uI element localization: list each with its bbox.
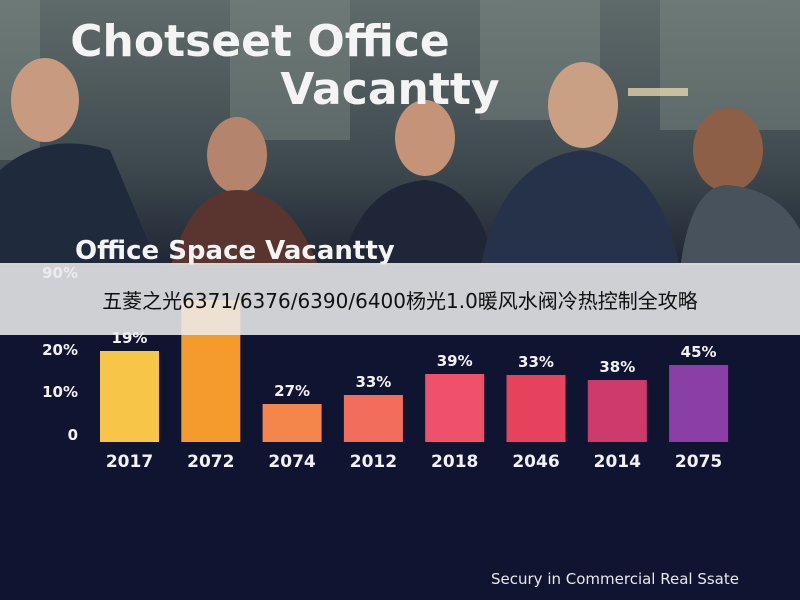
- bar: [669, 365, 729, 442]
- bar: [506, 375, 566, 442]
- bar: [262, 404, 322, 442]
- bar: [587, 380, 647, 442]
- x-axis-label: 2074: [268, 452, 315, 472]
- x-axis-label: 2075: [675, 452, 722, 472]
- x-axis-label: 2046: [512, 452, 559, 472]
- bar-label: 45%: [681, 343, 717, 361]
- chart: 90%20%10%019%2017207227%207433%201239%20…: [42, 264, 729, 472]
- bar-label: 27%: [274, 382, 310, 400]
- bar-label: 33%: [518, 353, 554, 371]
- title: Chotseet Office: [70, 16, 450, 67]
- title: Vacantty: [280, 64, 499, 115]
- bar-label: 39%: [437, 352, 473, 370]
- bar: [343, 395, 403, 442]
- banner: 五菱之光6371/6376/6390/6400杨光1.0暖风水阀冷热控制全攻略: [0, 263, 800, 335]
- y-axis-label: 0: [68, 426, 78, 444]
- x-axis-label: 2012: [350, 452, 397, 472]
- bar-label: 38%: [599, 358, 635, 376]
- ceiling-light: [628, 88, 688, 96]
- bar: [425, 374, 485, 442]
- x-axis-label: 2014: [594, 452, 641, 472]
- y-axis-label: 10%: [42, 383, 78, 401]
- people: [0, 58, 800, 270]
- chart-title: Office Space Vacantty: [75, 236, 395, 266]
- x-axis-label: 2018: [431, 452, 478, 472]
- bar-label: 33%: [355, 373, 391, 391]
- x-axis-label: 2017: [106, 452, 153, 472]
- bar: [100, 351, 159, 442]
- footer: Secury in Commercial Real Ssate: [491, 570, 739, 588]
- y-axis-label: 20%: [42, 341, 78, 359]
- x-axis-label: 2072: [187, 452, 234, 472]
